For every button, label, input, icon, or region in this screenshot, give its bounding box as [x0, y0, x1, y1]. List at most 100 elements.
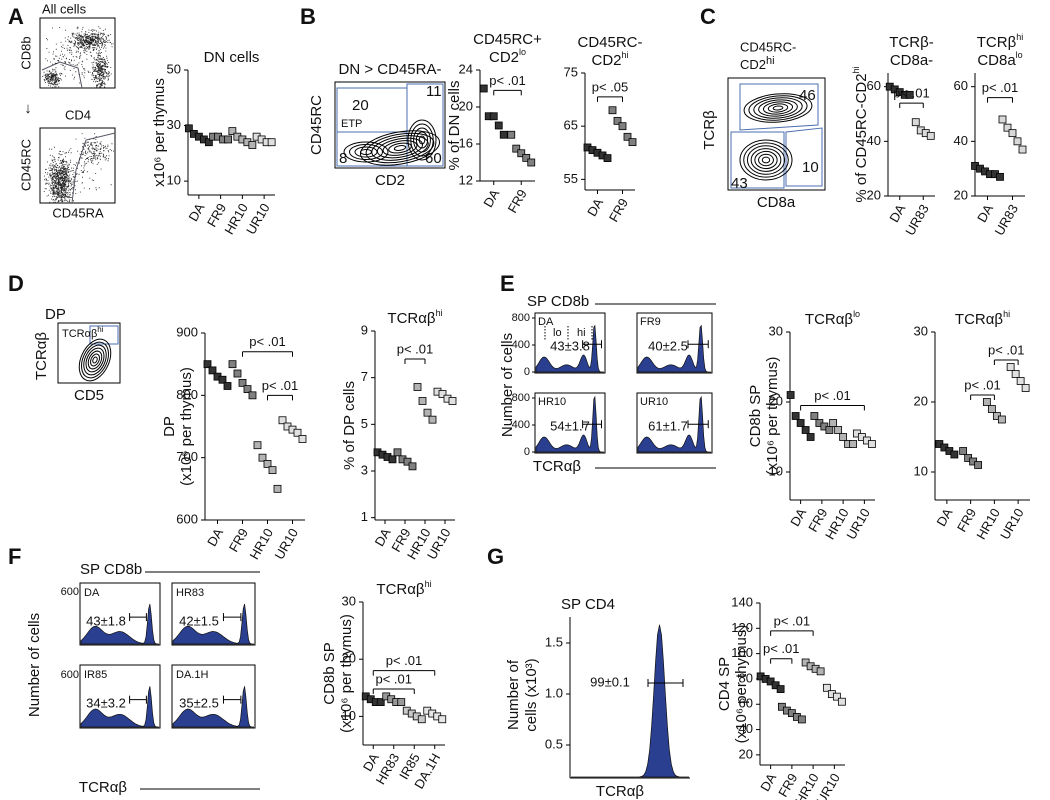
hist-value: 99±0.1 [590, 674, 630, 689]
histogram-frame [534, 392, 606, 454]
histogram [172, 603, 254, 645]
panel-letter: B [300, 4, 316, 29]
x-tick-label: HR10 [973, 506, 1003, 542]
x-tick-label: DA [480, 186, 502, 209]
y-tick-label: 1.0 [545, 685, 563, 700]
data-point [839, 433, 848, 441]
y-tick-label: 20 [914, 393, 928, 408]
axis-label: TCRβ [701, 110, 718, 150]
p-value: p< .01 [375, 671, 412, 686]
gate-value: 46 [799, 87, 816, 104]
data-point [867, 440, 876, 448]
x-tick-label: UR83 [991, 202, 1021, 238]
data-point [527, 158, 536, 167]
contour [365, 132, 435, 164]
y-tick-label: 0 [524, 446, 530, 458]
axis-label: CD2 [375, 172, 405, 189]
x-tick-label: DA [974, 201, 996, 224]
data-point [628, 138, 637, 147]
label-sup: hi [851, 66, 861, 73]
label-part: DP [161, 416, 178, 437]
hist-label: DA [84, 587, 100, 599]
y-tick-label: 0.5 [545, 736, 563, 751]
y-tick-label: 20 [739, 746, 753, 761]
data-point [825, 426, 834, 434]
y-tick-label: 30 [342, 593, 356, 608]
data-point [376, 698, 385, 706]
gate-label: hi [577, 327, 586, 339]
data-point [1013, 137, 1022, 146]
data-point [974, 461, 983, 469]
histogram-frame [534, 312, 606, 374]
y-tick-label: 1 [361, 509, 368, 524]
p-value: p< .01 [386, 653, 423, 668]
contour [750, 148, 782, 172]
x-tick-label: UR83 [902, 202, 932, 238]
data-point [228, 360, 237, 369]
data-point [428, 415, 437, 424]
data-point [494, 121, 503, 130]
label: CD45RC+ [473, 31, 542, 48]
panel-letter: C [700, 4, 716, 29]
hist-label: FR9 [640, 316, 661, 328]
data-point [822, 683, 831, 692]
data-point [218, 375, 227, 384]
data-point [499, 130, 508, 139]
data-point [1003, 123, 1012, 132]
p-value: p< .01 [249, 334, 286, 349]
p-value: p< .01 [774, 613, 811, 628]
label-part: (x10⁶ per thymus) [338, 614, 355, 733]
histogram-frame [79, 664, 161, 729]
histogram [637, 324, 711, 373]
data-point [950, 450, 959, 459]
data-point [204, 138, 213, 147]
label-sup: hi [1003, 309, 1010, 319]
contour [407, 119, 437, 161]
p-value: p< .01 [763, 641, 800, 656]
y-tick-label: 10 [167, 173, 181, 188]
contour [754, 150, 778, 170]
x-tick-label: DA [933, 505, 955, 528]
gate [41, 61, 83, 89]
axis-label: CD45RC [308, 95, 325, 155]
plot-title: DP [45, 306, 66, 323]
contour [393, 145, 407, 151]
data-point [998, 115, 1007, 124]
gate [730, 131, 785, 189]
histogram [637, 395, 711, 453]
label-part: TCRβ [977, 34, 1017, 51]
y-tick-label: 12 [459, 172, 473, 187]
x-tick-label: DA [584, 195, 606, 218]
contour [360, 149, 372, 155]
data-point [224, 135, 233, 144]
axis-label: CD45RA [52, 205, 104, 220]
data-point [1011, 370, 1020, 378]
y-tick-label: 600 [176, 511, 198, 526]
data-point [223, 382, 232, 390]
data-point [982, 398, 991, 406]
histogram [535, 395, 604, 453]
x-tick-label: UR10 [813, 771, 843, 800]
label: CD4 SP [716, 657, 733, 711]
contour [772, 105, 784, 111]
gate-label: TCRαβhi [62, 325, 104, 340]
data-point [776, 685, 785, 693]
label: % of DN cells [446, 80, 463, 170]
label: (x10⁶ per thymus) [733, 625, 750, 744]
label-part: TCRαβ [387, 310, 435, 327]
axis-label: TCRαβ [533, 458, 581, 475]
label-sup: hi [622, 50, 629, 60]
hist-value: 43±3.8 [550, 338, 590, 353]
data-point [911, 118, 920, 127]
contour [413, 127, 431, 153]
gate-sup: hi [97, 325, 103, 334]
label-part: (x10⁶ per thymus) [733, 625, 750, 744]
label: % of CD45RC-CD2hi [851, 66, 870, 202]
contour [410, 123, 434, 157]
panel-letter: F [8, 544, 21, 569]
axis-label: Number of cells [26, 613, 43, 717]
p-value: p< .01 [262, 378, 299, 393]
data-point [507, 130, 516, 139]
y-tick-label: 3 [361, 462, 368, 477]
label-sup: lo [519, 47, 526, 57]
